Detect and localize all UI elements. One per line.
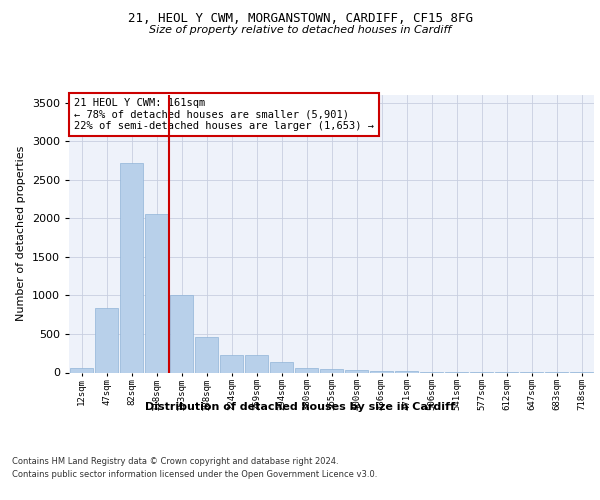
Bar: [370, 371, 393, 372]
Bar: [70, 368, 93, 372]
Bar: [170, 294, 193, 372]
Y-axis label: Number of detached properties: Number of detached properties: [16, 146, 26, 322]
Bar: [345, 370, 368, 372]
Bar: [320, 368, 343, 372]
Text: Distribution of detached houses by size in Cardiff: Distribution of detached houses by size …: [145, 402, 455, 412]
Text: Size of property relative to detached houses in Cardiff: Size of property relative to detached ho…: [149, 25, 451, 35]
Bar: [145, 214, 168, 372]
Text: 21 HEOL Y CWM: 161sqm
← 78% of detached houses are smaller (5,901)
22% of semi-d: 21 HEOL Y CWM: 161sqm ← 78% of detached …: [74, 98, 374, 131]
Bar: [195, 337, 218, 372]
Text: 21, HEOL Y CWM, MORGANSTOWN, CARDIFF, CF15 8FG: 21, HEOL Y CWM, MORGANSTOWN, CARDIFF, CF…: [128, 12, 473, 26]
Bar: [245, 355, 268, 372]
Bar: [295, 368, 318, 372]
Text: Contains public sector information licensed under the Open Government Licence v3: Contains public sector information licen…: [12, 470, 377, 479]
Bar: [120, 163, 143, 372]
Bar: [270, 362, 293, 372]
Text: Contains HM Land Registry data © Crown copyright and database right 2024.: Contains HM Land Registry data © Crown c…: [12, 458, 338, 466]
Bar: [220, 355, 243, 372]
Bar: [395, 371, 418, 372]
Bar: [95, 308, 118, 372]
